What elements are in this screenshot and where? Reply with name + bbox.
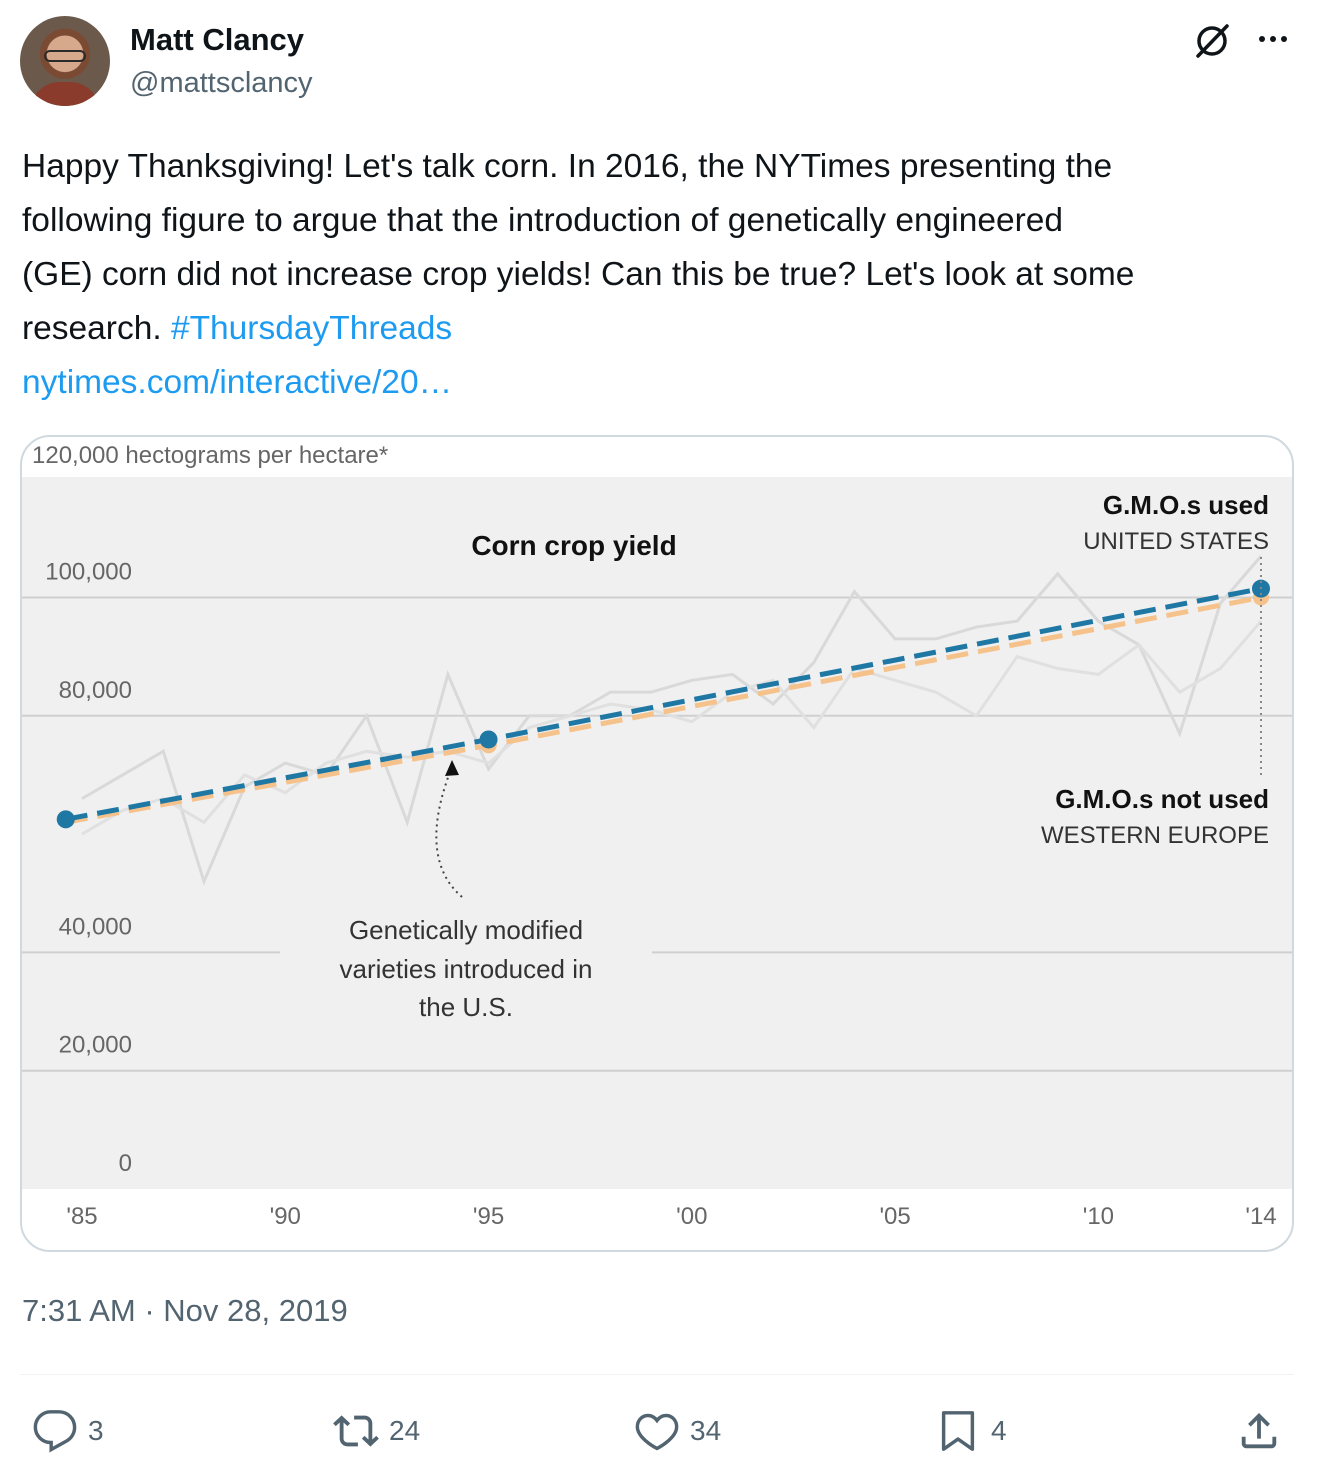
us-series-label: UNITED STATES [1083,528,1269,555]
us-point [56,810,75,829]
annotation-background [280,907,652,1037]
tweet-text-prefix: research. [22,310,171,347]
share-icon [1241,1412,1277,1449]
article-link[interactable]: nytimes.com/interactive/20… [22,364,453,401]
tweet-text-line: research. #ThursdayThreads [22,302,1302,356]
reply-button[interactable]: 3 [32,1408,104,1454]
us-group-label: G.M.O.s used [1103,490,1269,520]
like-count: 34 [690,1415,722,1446]
chart-image[interactable]: 0 20,000 40,000 80,000 100,000 '85 '90 '95 '00 '0… [20,435,1294,1252]
tweet-timestamp[interactable]: 7:31 AM · Nov 28, 2019 [22,1293,348,1328]
chart-title: Corn crop yield [471,530,676,561]
bookmark-count: 4 [991,1415,1007,1446]
x-tick-label: '95 [473,1203,504,1230]
grok-icon[interactable] [1193,22,1231,60]
y-tick-label: 20,000 [59,1032,132,1059]
x-tick-label: '00 [676,1203,707,1230]
like-button[interactable]: 34 [634,1408,721,1454]
heart-icon [635,1413,679,1451]
corn-yield-chart: 0 20,000 40,000 80,000 100,000 '85 '90 '95 '00 '0… [22,442,1292,1230]
hashtag-link[interactable]: #ThursdayThreads [170,310,453,347]
author-handle[interactable]: @mattsclancy [130,67,313,99]
avatar[interactable] [20,16,110,106]
retweet-icon [333,1415,379,1447]
x-tick-label: '05 [879,1203,910,1230]
actual-series-line [81,620,1263,836]
tweet-text-line: Happy Thanksgiving! Let's talk corn. In … [22,148,1113,185]
divider [20,1374,1294,1375]
share-button[interactable] [1236,1408,1282,1454]
annotation-line: the U.S. [419,992,513,1022]
avatar-shirt [30,82,100,106]
reply-icon [33,1410,77,1453]
us-point [479,730,498,749]
europe-series-label: WESTERN EUROPE [1041,822,1269,849]
bookmark-icon [941,1411,975,1451]
y-tick-label: 80,000 [59,677,132,704]
x-tick-label: '90 [270,1203,301,1230]
annotation-arrowhead [445,760,459,776]
x-tick-label: '14 [1245,1203,1276,1230]
avatar-glasses [44,50,86,62]
reply-count: 3 [88,1415,104,1446]
retweet-button[interactable]: 24 [333,1408,420,1454]
retweet-count: 24 [389,1415,421,1446]
tweet-text: Happy Thanksgiving! Let's talk corn. In … [22,140,1302,356]
actual-series-line [81,555,1263,886]
x-tick-label: '10 [1083,1203,1114,1230]
y-tick-label: 100,000 [45,559,132,586]
more-options-icon[interactable] [1254,24,1292,54]
y-tick-label: 0 [119,1150,132,1177]
tweet-text-line: following figure to argue that the intro… [22,202,1064,239]
bookmark-button[interactable]: 4 [935,1408,1007,1454]
x-tick-label: '85 [66,1203,97,1230]
tweet-text-line: (GE) corn did not increase crop yields! … [22,256,1135,293]
annotation-line: varieties introduced in [340,954,593,984]
annotation-line: Genetically modified [349,915,583,945]
y-tick-label: 40,000 [59,913,132,940]
annotation-arrow [435,766,463,898]
europe-group-label: G.M.O.s not used [1055,784,1269,814]
chart-y-axis-label: 120,000 hectograms per hectare* [32,442,388,469]
author-name[interactable]: Matt Clancy [130,22,304,57]
